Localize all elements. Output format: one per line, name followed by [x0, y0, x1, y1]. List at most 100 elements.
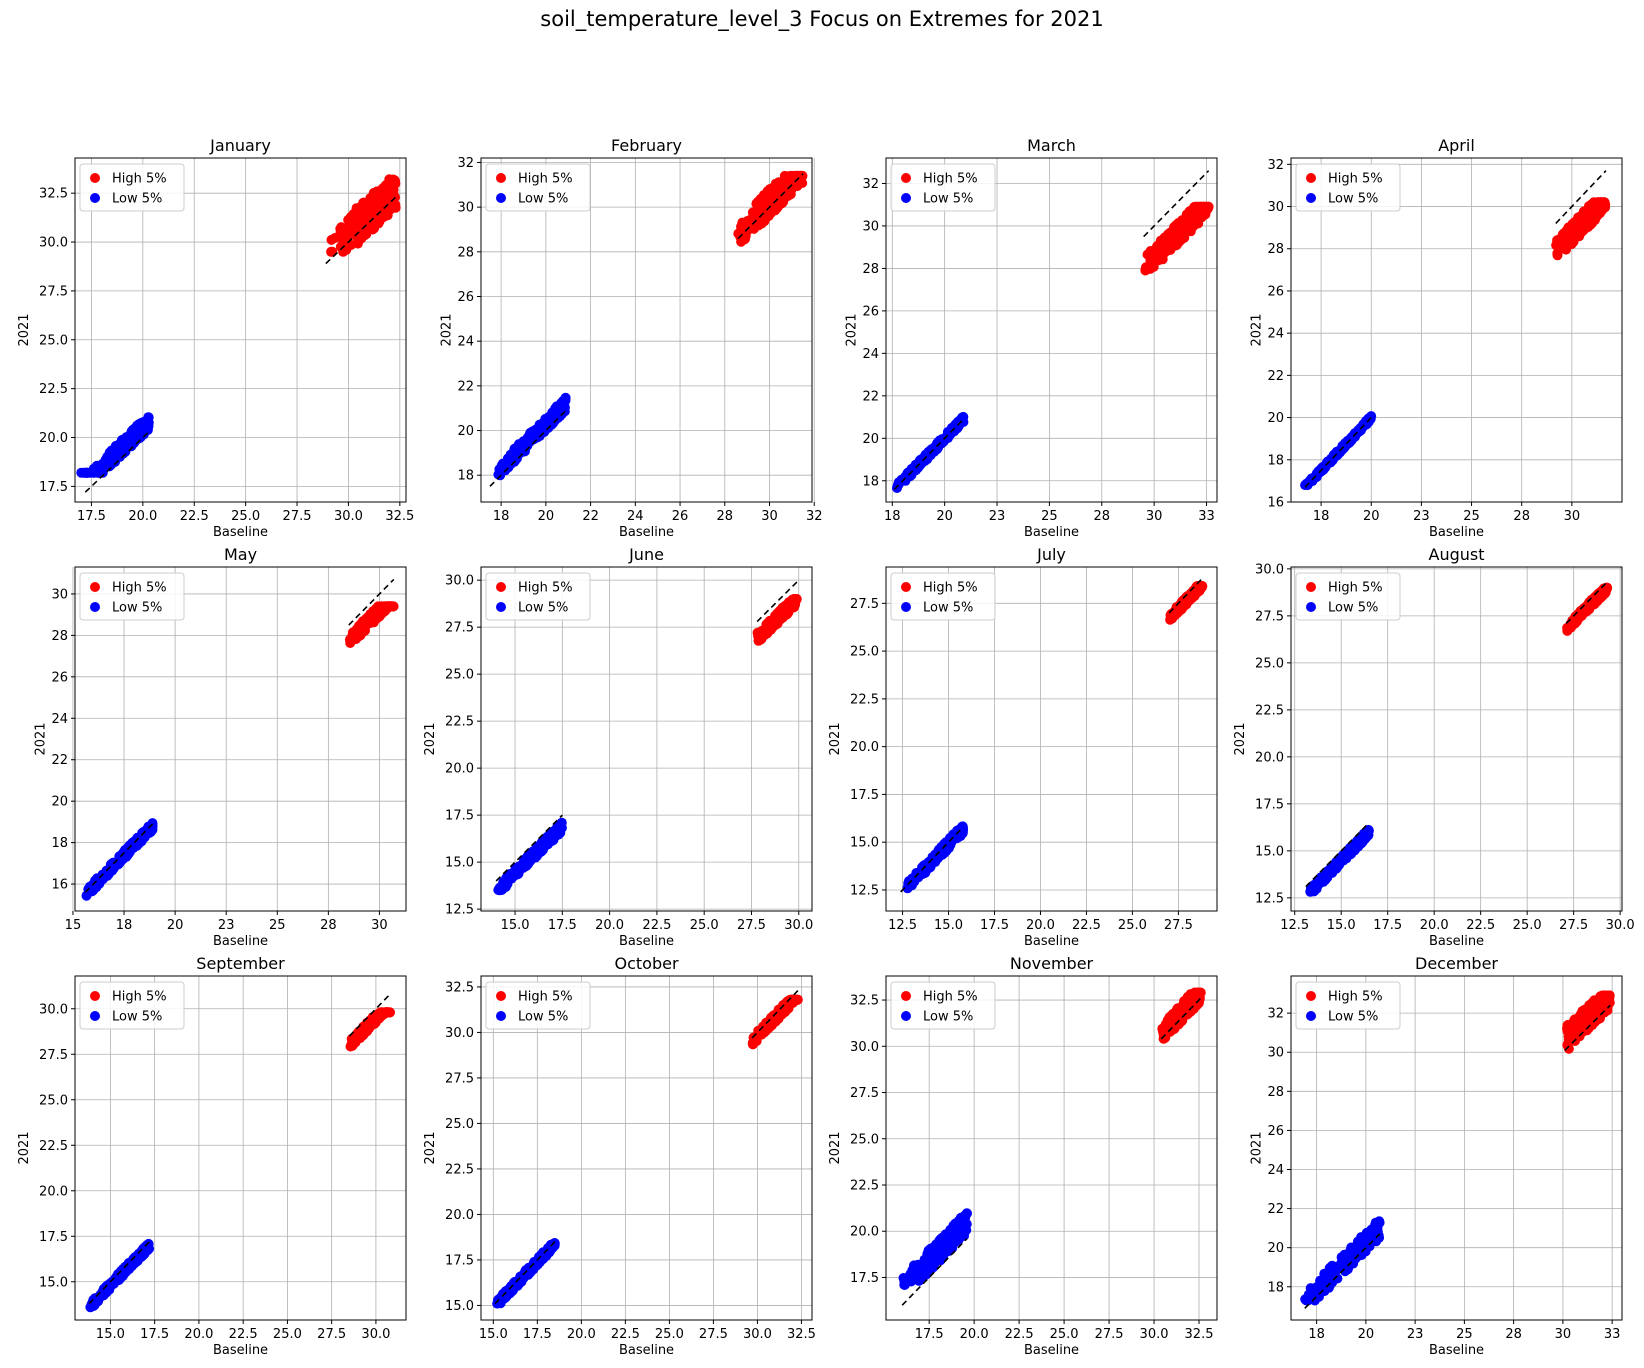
legend-label: High 5% [923, 172, 978, 187]
series-high-5- [1562, 582, 1613, 636]
data-point [114, 439, 125, 449]
x-tick-label: 18 [1313, 509, 1330, 524]
data-point [1170, 1008, 1181, 1019]
x-tick-label: 28 [717, 509, 734, 524]
y-axis-label: 2021 [828, 1131, 843, 1164]
x-tick-label: 27.5 [1164, 918, 1193, 933]
data-point [143, 1243, 154, 1254]
x-tick-label: 33 [1604, 1327, 1621, 1342]
data-point [1173, 607, 1184, 618]
plot-area [898, 987, 1206, 1306]
x-tick-label: 25 [269, 918, 286, 933]
identity-line [1143, 170, 1210, 238]
y-tick-label: 20.0 [1255, 750, 1284, 765]
y-axis-label: 2021 [423, 722, 438, 755]
panel-december: 18 20 23 25 28 30 33 18 20 22 24 26 28 30 32 December Ba… [1250, 954, 1623, 1358]
x-tick-label: 27.5 [283, 509, 312, 524]
data-point [1165, 1026, 1175, 1037]
x-axis-label: Baseline [1024, 525, 1079, 540]
series-low-5- [1305, 824, 1374, 897]
y-tick-label: 32.5 [445, 980, 474, 995]
y-tick-label: 18 [1267, 1280, 1284, 1295]
series-high-5- [752, 594, 802, 646]
data-point [1585, 201, 1596, 211]
legend-label: Low 5% [923, 192, 973, 207]
y-tick-label: 22.5 [1255, 703, 1284, 718]
x-tick-label: 24 [627, 509, 644, 524]
data-point [364, 211, 375, 222]
panel-title: August [1429, 545, 1485, 564]
y-tick-label: 17.5 [850, 788, 879, 803]
legend: High 5% Low 5% [890, 572, 996, 621]
x-tick-label: 32.5 [1185, 1327, 1214, 1342]
x-tick-label: 23 [1407, 1327, 1424, 1342]
x-tick-label: 22.5 [642, 918, 671, 933]
series-high-5- [1157, 987, 1206, 1044]
x-axis-label: Baseline [619, 525, 674, 540]
series-low-5- [1300, 411, 1377, 491]
data-point [1306, 1288, 1316, 1299]
data-point [84, 884, 95, 895]
panel-title: January [209, 136, 271, 155]
x-tick-label: 20.0 [1420, 918, 1449, 933]
axes-frame [1290, 975, 1623, 1321]
y-tick-label: 18 [51, 836, 68, 851]
y-tick-label: 22 [457, 379, 474, 394]
legend-label: Low 5% [112, 192, 162, 207]
legend-label: High 5% [518, 172, 573, 187]
x-tick-label: 28 [1513, 509, 1530, 524]
x-tick-label: 30 [1146, 509, 1163, 524]
data-point [326, 234, 337, 245]
y-tick-label: 20 [51, 795, 68, 810]
identity-line [84, 823, 154, 893]
y-tick-label: 30.0 [445, 1026, 474, 1041]
data-point [1586, 600, 1597, 611]
identity-line [1304, 1233, 1381, 1309]
x-tick-label: 22.5 [611, 1327, 640, 1342]
axes-frame [74, 157, 407, 503]
legend-marker [496, 1011, 506, 1021]
y-tick-label: 22 [1267, 369, 1284, 384]
legend-label: High 5% [1328, 581, 1383, 596]
data-point [346, 226, 357, 237]
data-point [1602, 998, 1613, 1008]
x-tick-label: 17.5 [548, 918, 577, 933]
data-point [948, 1220, 959, 1231]
plot-area [493, 581, 802, 896]
data-point [382, 1007, 393, 1018]
legend-marker [901, 173, 911, 183]
y-tick-label: 24 [51, 712, 68, 727]
data-point [913, 1259, 923, 1270]
data-point [921, 1269, 932, 1280]
legend-box [890, 163, 996, 212]
data-point [771, 203, 782, 214]
y-tick-label: 28 [1267, 242, 1284, 257]
data-point [953, 829, 964, 840]
legend-marker [901, 602, 911, 612]
identity-line [1304, 417, 1372, 488]
x-tick-label: 22.5 [180, 509, 209, 524]
y-tick-label: 12.5 [850, 883, 879, 898]
y-tick-label: 30.0 [39, 1002, 68, 1017]
x-tick-label: 26 [672, 509, 689, 524]
data-point [929, 442, 940, 453]
legend-box [79, 163, 185, 212]
panel-title: July [1036, 545, 1066, 564]
panel-september: 15.0 17.5 20.0 22.5 25.0 27.5 30.0 15.0 17.5 20.0… [17, 954, 407, 1358]
legend-label: High 5% [518, 581, 573, 596]
data-point [522, 1267, 533, 1278]
data-point [906, 463, 917, 474]
legend-marker [90, 602, 100, 612]
data-point [108, 451, 119, 462]
y-tick-label: 30 [1267, 200, 1284, 215]
x-tick-label: 30.0 [743, 1327, 772, 1342]
y-tick-label: 30 [1267, 1046, 1284, 1061]
data-point [1152, 241, 1163, 251]
y-tick-label: 26 [457, 290, 474, 305]
y-tick-label: 17.5 [1255, 797, 1284, 812]
y-tick-label: 27.5 [850, 597, 879, 612]
data-point [761, 1020, 772, 1031]
identity-line [348, 578, 395, 626]
legend-box [890, 981, 996, 1030]
legend-label: Low 5% [518, 1010, 568, 1025]
